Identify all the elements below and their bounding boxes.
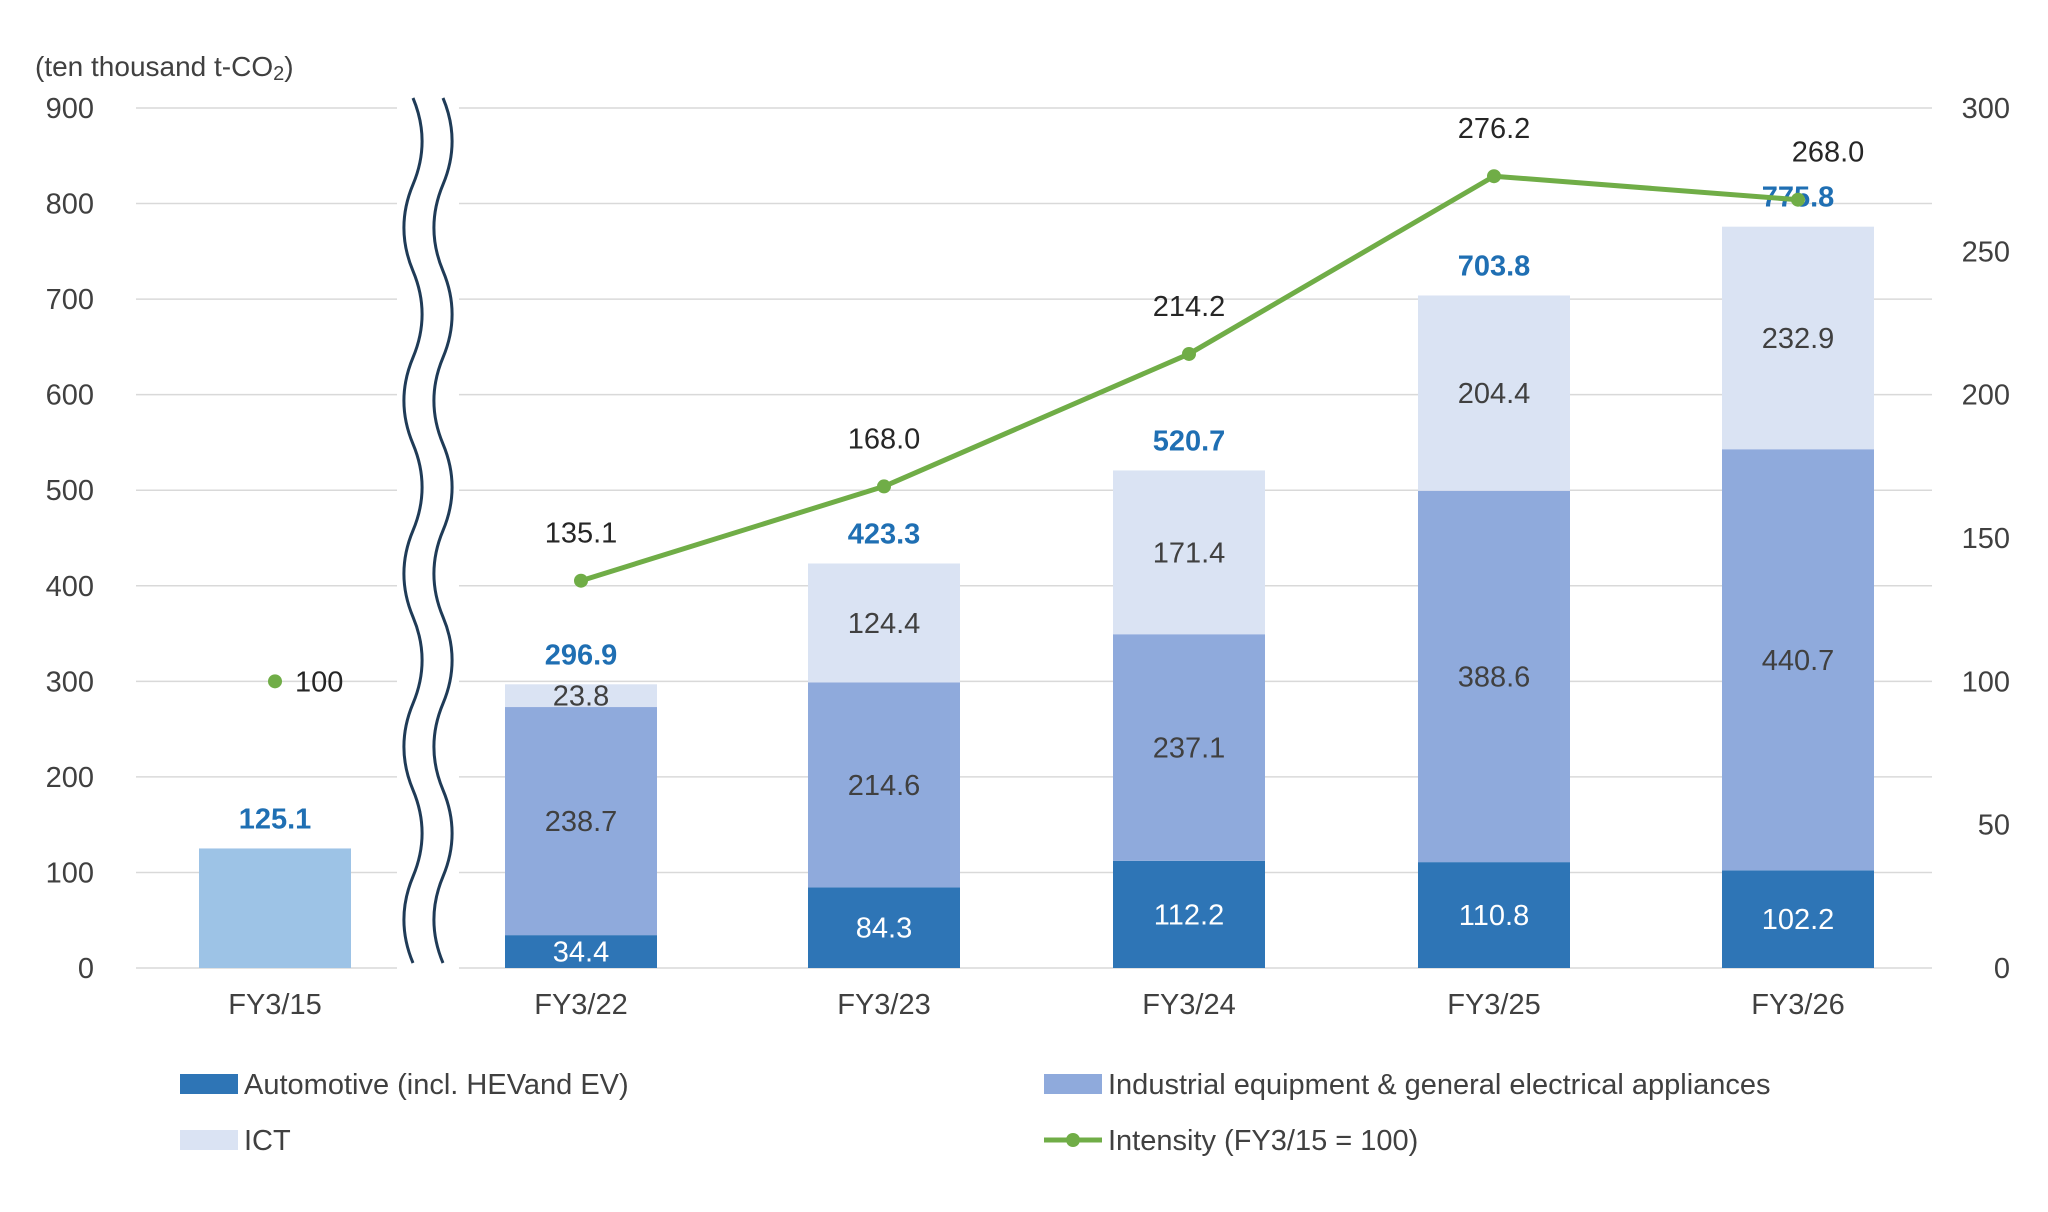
intensity-point-fy3-22: [574, 573, 588, 588]
y2-tick-250: 250: [1962, 236, 2010, 268]
segment-label-ict-fy3-22: 23.8: [553, 681, 609, 713]
segment-label-ict-fy3-23: 124.4: [848, 608, 921, 640]
segment-label-industrial-fy3-22: 238.7: [545, 806, 618, 838]
bar-industrial-fy3-25: [1418, 490, 1570, 863]
y-tick-600: 600: [46, 380, 94, 412]
bar-automotive-fy3-26: [1722, 870, 1874, 968]
bar-ict-fy3-23: [808, 563, 960, 683]
bar-ict-fy3-24: [1113, 470, 1265, 635]
legend: Automotive (incl. HEVand EV) Industrial e…: [180, 1069, 1771, 1157]
segment-label-industrial-fy3-26: 440.7: [1762, 645, 1835, 677]
legend-swatch-automotive: [180, 1074, 238, 1094]
intensity-point-fy3-25: [1487, 169, 1501, 184]
y2-tick-50: 50: [1978, 810, 2010, 842]
y-tick-900: 900: [46, 93, 94, 125]
y-tick-300: 300: [46, 666, 94, 698]
bar-industrial-fy3-24: [1113, 634, 1265, 861]
legend-label-intensity-line: Intensity (FY3/15 = 100): [1108, 1125, 1418, 1157]
intensity-label-fy3-26: 268.0: [1792, 137, 1865, 169]
segment-label-ict-fy3-24: 171.4: [1153, 537, 1226, 569]
x-label-fy3-23: FY3/23: [837, 989, 931, 1021]
segment-label-ict-fy3-25: 204.4: [1458, 378, 1531, 410]
segment-label-industrial-fy3-23: 214.6: [848, 770, 921, 802]
segment-label-automotive-fy3-24: 112.2: [1154, 899, 1224, 931]
axis-break-line-left: [402, 97, 424, 964]
legend-label-industrial: Industrial equipment & general electrica…: [1108, 1069, 1771, 1101]
bar-ict-fy3-22: [505, 684, 657, 708]
y2-tick-0: 0: [1994, 953, 2010, 985]
segment-label-automotive-fy3-23: 84.3: [856, 913, 912, 945]
legend-swatch-industrial: [1044, 1074, 1102, 1094]
segment-label-automotive-fy3-25: 110.8: [1459, 900, 1529, 932]
y2-tick-100: 100: [1962, 666, 2010, 698]
total-label-fy3-15: 125.1: [239, 803, 312, 835]
bar-fy3-15: [199, 848, 351, 968]
bar-industrial-fy3-26: [1722, 449, 1874, 871]
intensity-label-fy3-23: 168.0: [848, 423, 921, 455]
bar-automotive-fy3-23: [808, 887, 960, 968]
intensity-point-fy3-26: [1791, 192, 1805, 207]
bar-automotive-fy3-22: [505, 935, 657, 968]
bar-industrial-fy3-22: [505, 707, 657, 936]
segment-label-industrial-fy3-24: 237.1: [1153, 733, 1226, 765]
y-tick-400: 400: [46, 571, 94, 603]
intensity-label-fy3-24: 214.2: [1153, 291, 1226, 323]
bar-industrial-fy3-23: [808, 682, 960, 888]
intensity-label-fy3-22: 135.1: [545, 518, 618, 550]
intensity-point-fy3-15: [268, 674, 282, 689]
legend-label-ict: ICT: [244, 1125, 291, 1157]
y-tick-700: 700: [46, 284, 94, 316]
intensity-point-fy3-23: [877, 479, 891, 494]
intensity-line: 100 135.1 168.0 214.2 276.2 268.0: [268, 113, 1864, 698]
total-label-fy3-22: 296.9: [545, 639, 618, 671]
x-label-fy3-24: FY3/24: [1142, 989, 1236, 1021]
x-label-fy3-15: FY3/15: [228, 989, 322, 1021]
axis-break-line-right: [432, 97, 454, 964]
axis-break-mark: [397, 95, 459, 1020]
y2-tick-150: 150: [1962, 523, 2010, 555]
bar-ict-fy3-26: [1722, 226, 1874, 450]
intensity-point-fy3-24: [1182, 346, 1196, 361]
y2-tick-300: 300: [1962, 93, 2010, 125]
total-label-fy3-23: 423.3: [848, 519, 921, 551]
bars: [199, 226, 1874, 968]
y-tick-800: 800: [46, 189, 94, 221]
bar-automotive-fy3-25: [1418, 862, 1570, 968]
segment-label-ict-fy3-26: 232.9: [1762, 323, 1835, 355]
y-axis-unit-label: (ten thousand t-CO2): [35, 51, 294, 85]
x-label-fy3-25: FY3/25: [1447, 989, 1541, 1021]
legend-swatch-intensity-marker: [1066, 1133, 1080, 1147]
intensity-label-fy3-25: 276.2: [1458, 113, 1531, 145]
total-label-fy3-25: 703.8: [1458, 250, 1531, 282]
segment-labels: 34.4 238.7 23.8 84.3 214.6 124.4 112.2 237.1 171…: [545, 323, 1835, 969]
y-tick-500: 500: [46, 475, 94, 507]
secondary-y-axis-ticks: 0 50 100 150 200 250 300: [1962, 93, 2010, 985]
x-label-fy3-26: FY3/26: [1751, 989, 1845, 1021]
y-axis-ticks: 0 100 200 300 400 500 600 700 800 900: [46, 93, 94, 985]
bar-ict-fy3-25: [1418, 295, 1570, 491]
bar-automotive-fy3-24: [1113, 860, 1265, 968]
y-tick-200: 200: [46, 762, 94, 794]
segment-label-automotive-fy3-22: 34.4: [553, 937, 609, 969]
segment-label-automotive-fy3-26: 102.2: [1762, 904, 1835, 936]
y-tick-100: 100: [46, 857, 94, 889]
y2-tick-200: 200: [1962, 380, 2010, 412]
x-label-fy3-22: FY3/22: [534, 989, 628, 1021]
segment-label-industrial-fy3-25: 388.6: [1458, 661, 1531, 693]
legend-label-automotive: Automotive (incl. HEVand EV): [244, 1069, 629, 1101]
y-tick-0: 0: [78, 953, 94, 985]
x-axis-categories: FY3/15 FY3/22 FY3/23 FY3/24 FY3/25 FY3/26: [228, 989, 1845, 1021]
total-label-fy3-24: 520.7: [1153, 425, 1226, 457]
intensity-label-fy3-15: 100: [295, 666, 343, 698]
legend-swatch-ict: [180, 1130, 238, 1150]
